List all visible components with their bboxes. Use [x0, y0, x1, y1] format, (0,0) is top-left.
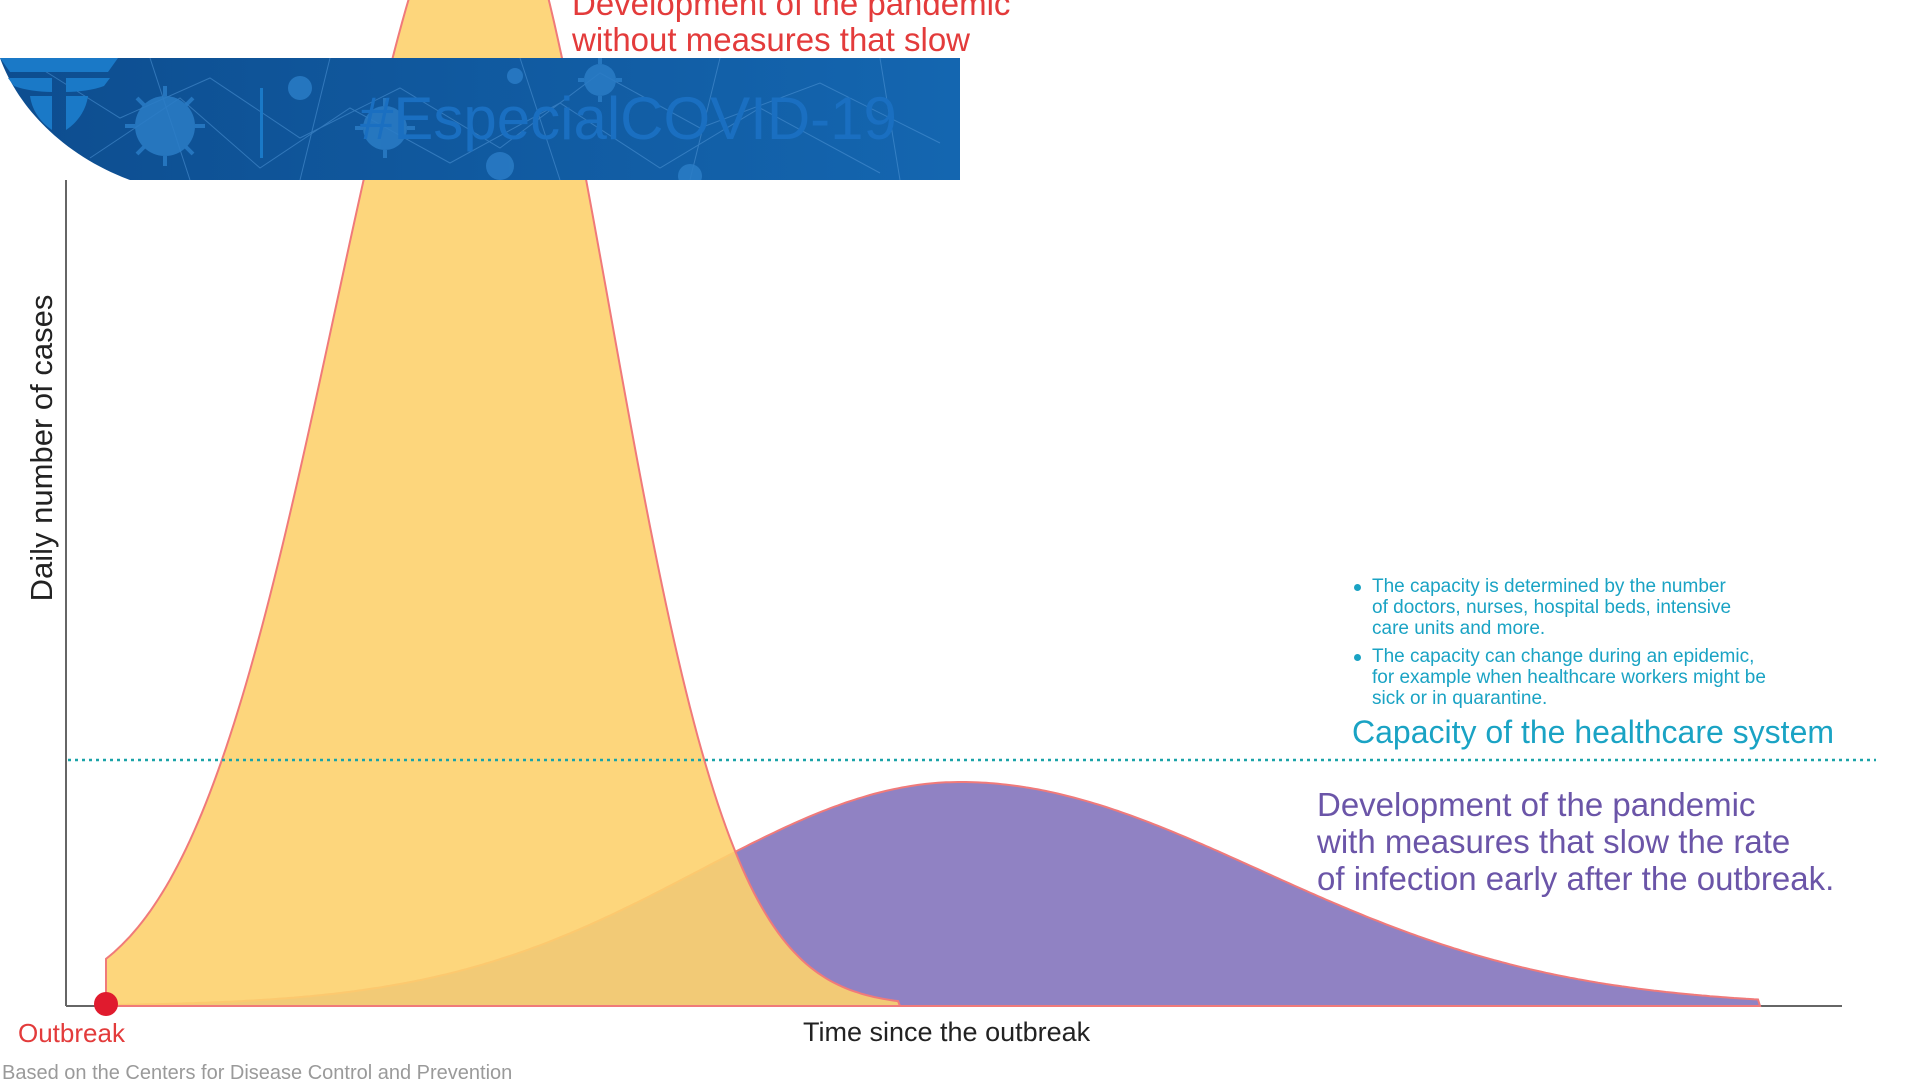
- capacity-note-line: The capacity can change during an epidem…: [1372, 646, 1755, 667]
- virus-icon: [135, 64, 702, 180]
- without-measures-label-line-1: Development of the pandemic: [572, 0, 1011, 22]
- capacity-note: The capacity is determined by the number…: [1354, 576, 1766, 639]
- with-measures-label-line: of infection early after the outbreak.: [1317, 860, 1835, 897]
- x-axis-label: Time since the outbreak: [803, 1017, 1091, 1047]
- without-measures-label: Development of the pandemic without meas…: [572, 0, 1010, 58]
- articles-nav-link[interactable]: Artículos: [1573, 96, 1733, 142]
- with-measures-label: Development of the pandemic with measure…: [1317, 786, 1834, 897]
- capacity-note-line: care units and more.: [1372, 618, 1546, 639]
- without-measures-curve: [105, 0, 902, 1007]
- outbreak-label: Outbreak: [18, 1018, 125, 1048]
- capacity-note: The capacity can change during an epidem…: [1354, 646, 1766, 709]
- capacity-note-line: The capacity is determined by the number: [1372, 576, 1726, 597]
- capacity-note-line: for example when healthcare workers migh…: [1372, 667, 1766, 688]
- with-measures-label-line: with measures that slow the rate: [1317, 823, 1791, 860]
- banner-divider: [260, 88, 263, 158]
- outbreak-dot: [94, 992, 118, 1016]
- virus-pattern-banner: [0, 58, 960, 180]
- header-banner: #EspecialCOVID-19 Artículos: [0, 58, 1920, 180]
- source-footnote: Based on the Centers for Disease Control…: [2, 1062, 513, 1084]
- eagle-logo-icon: [0, 58, 118, 130]
- y-axis-label: Daily number of cases: [24, 294, 59, 602]
- capacity-note-line: of doctors, nurses, hospital beds, inten…: [1372, 597, 1732, 618]
- without-measures-label-line-2: without measures that slow: [572, 21, 971, 58]
- capacity-label: Capacity of the healthcare system: [1352, 714, 1835, 750]
- with-measures-label-line: Development of the pandemic: [1317, 786, 1756, 823]
- especial-covid-hashtag[interactable]: #EspecialCOVID-19: [360, 85, 897, 152]
- capacity-notes: The capacity is determined by the number…: [1354, 576, 1766, 716]
- capacity-note-line: sick or in quarantine.: [1372, 688, 1548, 709]
